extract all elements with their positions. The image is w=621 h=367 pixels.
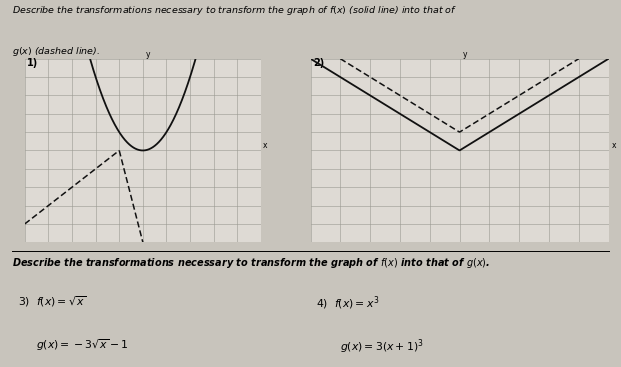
Text: $g(x) = -3\sqrt{x} - 1$: $g(x) = -3\sqrt{x} - 1$ — [36, 337, 129, 353]
Text: y: y — [146, 50, 150, 59]
Text: y: y — [463, 50, 468, 59]
Text: 1): 1) — [27, 58, 39, 68]
Text: Describe the transformations necessary to transform the graph of $f(x)$ into tha: Describe the transformations necessary t… — [12, 256, 491, 270]
Text: x: x — [263, 141, 268, 150]
Text: $g(x) = 3(x+1)^3$: $g(x) = 3(x+1)^3$ — [340, 337, 424, 356]
Text: x: x — [612, 141, 616, 150]
Text: 2): 2) — [314, 58, 325, 68]
Text: Describe the transformations necessary to transform the graph of $f(x)$ (solid l: Describe the transformations necessary t… — [12, 4, 458, 17]
Text: 3)  $f(x) = \sqrt{x}$: 3) $f(x) = \sqrt{x}$ — [19, 295, 87, 309]
Text: $g(x)$ (dashed line).: $g(x)$ (dashed line). — [12, 45, 101, 58]
Text: 4)  $f(x) = x^3$: 4) $f(x) = x^3$ — [317, 295, 380, 312]
